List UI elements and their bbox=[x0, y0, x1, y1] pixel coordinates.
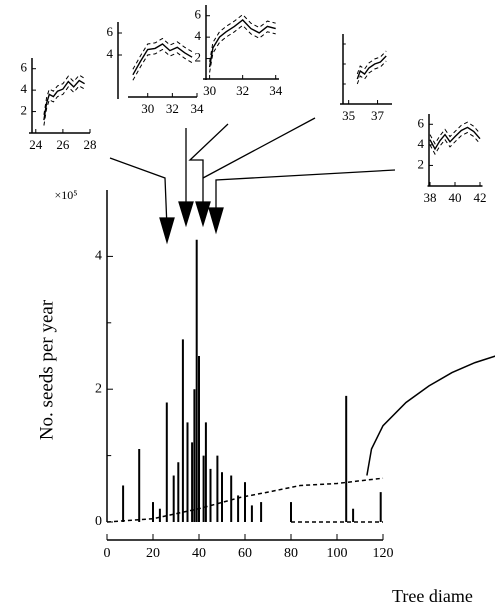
y-tick-label: 2 bbox=[195, 50, 202, 65]
arrow-line bbox=[188, 123, 229, 212]
x-tick-label: 35 bbox=[342, 108, 355, 123]
x-tick-label: 32 bbox=[236, 83, 249, 98]
dashed-curve bbox=[106, 477, 384, 523]
arrow-line bbox=[109, 157, 168, 229]
band-line bbox=[132, 37, 193, 70]
x-tick-label: 32 bbox=[166, 101, 179, 116]
y-tick-label: 2 bbox=[95, 381, 102, 396]
y-multiplier: ×10⁵ bbox=[55, 188, 78, 202]
x-tick-label: 42 bbox=[474, 190, 487, 205]
y-tick-label: 6 bbox=[21, 60, 28, 75]
y-tick-label: 6 bbox=[418, 115, 425, 130]
band-line bbox=[43, 74, 85, 115]
x-tick-label: 37 bbox=[371, 108, 385, 123]
y-tick-label: 4 bbox=[195, 28, 202, 43]
band-line bbox=[43, 85, 85, 126]
x-tick-label: 30 bbox=[141, 101, 154, 116]
band-line bbox=[209, 13, 276, 62]
x-tick-label: 34 bbox=[269, 83, 283, 98]
y-tick-label: 4 bbox=[95, 249, 102, 264]
y-tick-label: 0 bbox=[95, 514, 102, 529]
x-tick-label: 20 bbox=[146, 546, 160, 561]
y-tick-label: 6 bbox=[107, 24, 114, 39]
y-tick-label: 4 bbox=[418, 136, 425, 151]
mean-line bbox=[208, 19, 276, 68]
y-tick-label: 6 bbox=[195, 7, 202, 22]
arrow-head bbox=[178, 201, 194, 228]
y-tick-label: 2 bbox=[21, 103, 28, 118]
band-line bbox=[356, 50, 387, 75]
band-line bbox=[429, 131, 481, 156]
arrow-head bbox=[159, 217, 175, 245]
mean-line bbox=[429, 126, 481, 151]
arrow-head bbox=[195, 201, 211, 228]
mean-line bbox=[43, 79, 85, 121]
band-line bbox=[429, 121, 481, 145]
x-tick-label: 40 bbox=[449, 190, 462, 205]
x-tick-label: 80 bbox=[284, 546, 298, 561]
arrow-line bbox=[215, 169, 396, 218]
x-tick-label: 60 bbox=[238, 546, 252, 561]
band-line bbox=[356, 60, 387, 85]
fitted-curve bbox=[366, 355, 495, 476]
y-tick-label: 4 bbox=[107, 46, 114, 61]
band-line bbox=[132, 48, 193, 81]
x-tick-label: 28 bbox=[84, 137, 97, 152]
x-tick-label: 38 bbox=[424, 190, 437, 205]
x-tick-label: 26 bbox=[56, 137, 70, 152]
band-line bbox=[209, 24, 276, 73]
arrows bbox=[109, 117, 396, 245]
mean-line bbox=[356, 55, 387, 80]
x-tick-label: 100 bbox=[327, 546, 348, 561]
y-tick-label: 4 bbox=[21, 81, 28, 96]
arrow-line bbox=[202, 117, 316, 179]
x-tick-label: 0 bbox=[104, 546, 111, 561]
mean-line bbox=[132, 43, 193, 76]
x-tick-label: 24 bbox=[29, 137, 43, 152]
arrow-head bbox=[208, 207, 224, 235]
x-axis-label: Tree diame bbox=[392, 586, 473, 606]
y-axis-label: No. seeds per year bbox=[36, 299, 57, 440]
x-tick-label: 34 bbox=[191, 101, 205, 116]
x-tick-label: 120 bbox=[373, 546, 394, 561]
x-tick-label: 30 bbox=[203, 83, 216, 98]
y-tick-label: 2 bbox=[418, 156, 425, 171]
x-tick-label: 40 bbox=[192, 546, 206, 561]
